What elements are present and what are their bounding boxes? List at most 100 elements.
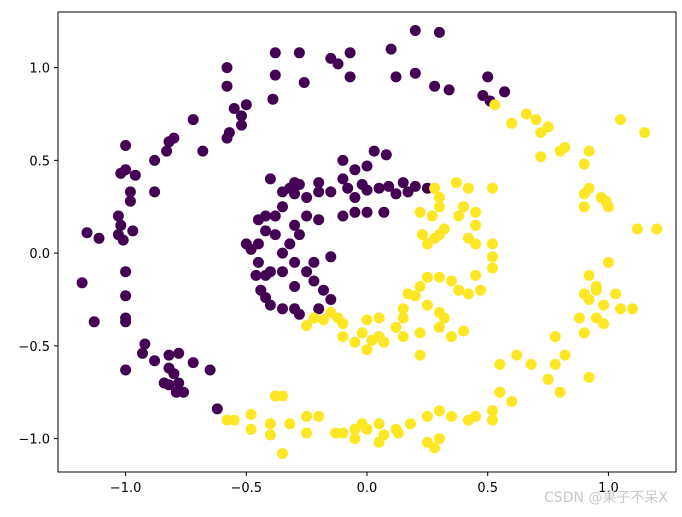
scatter-point-s1-18	[578, 201, 590, 213]
scatter-point-s0-48	[76, 277, 88, 289]
scatter-point-s1-90	[627, 303, 638, 315]
scatter-point-s0-82	[383, 180, 395, 192]
scatter-point-s1-23	[462, 182, 474, 194]
scatter-point-s0-50	[120, 290, 132, 302]
scatter-point-s1-11	[535, 151, 547, 163]
scatter-point-s1-72	[366, 334, 378, 346]
scatter-point-s0-68	[204, 364, 216, 376]
scatter-point-s1-34	[426, 210, 438, 222]
scatter-point-s1-132	[245, 423, 257, 435]
scatter-point-s0-108	[250, 269, 262, 281]
scatter-point-s1-52	[402, 288, 414, 300]
scatter-point-s1-127	[330, 427, 342, 439]
plot-frame	[57, 11, 677, 473]
scatter-point-s0-95	[301, 192, 313, 203]
scatter-point-s0-42	[115, 219, 127, 231]
scatter-point-s1-68	[318, 314, 329, 326]
scatter-point-s1-104	[506, 396, 518, 407]
scatter-point-s0-69	[211, 403, 223, 415]
scatter-point-s1-7	[639, 127, 651, 139]
scatter-point-s0-76	[337, 173, 349, 185]
scatter-point-s1-97	[610, 288, 622, 300]
scatter-point-s1-61	[390, 321, 402, 333]
scatter-point-s0-28	[221, 132, 233, 144]
scatter-point-s1-139	[221, 414, 233, 426]
scatter-point-s0-117	[318, 284, 329, 296]
scatter-point-s0-87	[390, 188, 402, 200]
scatter-point-s0-8	[344, 71, 356, 83]
scatter-point-s1-98	[590, 281, 602, 292]
scatter-point-s1-121	[433, 433, 445, 445]
scatter-point-s0-90	[361, 184, 373, 196]
scatter-point-s1-118	[373, 436, 385, 448]
scatter-point-s1-102	[554, 386, 566, 398]
scatter-point-s0-56	[120, 364, 132, 376]
scatter-point-s0-79	[368, 145, 380, 157]
scatter-point-s0-92	[342, 182, 354, 194]
x-tick-label: 1.0	[598, 481, 619, 496]
y-tick-label: 0.0	[29, 247, 50, 262]
scatter-point-s1-110	[405, 418, 416, 430]
scatter-point-s1-70	[301, 320, 313, 331]
scatter-point-s0-17	[298, 77, 310, 88]
scatter-point-s0-24	[236, 110, 247, 122]
scatter-point-s0-74	[293, 179, 305, 190]
scatter-point-s1-71	[361, 344, 373, 356]
scatter-point-s0-75	[313, 177, 325, 189]
scatter-point-s0-47	[81, 227, 93, 239]
scatter-point-s0-63	[163, 379, 175, 391]
scatter-point-s1-6	[615, 114, 626, 126]
scatter-point-s1-124	[313, 410, 325, 422]
scatter-point-s1-29	[470, 206, 482, 218]
scatter-point-s0-77	[349, 164, 361, 176]
scatter-point-s1-59	[414, 327, 426, 339]
scatter-point-s0-38	[124, 186, 136, 198]
scatter-point-s1-116	[361, 423, 373, 435]
scatter-point-s0-44	[117, 234, 129, 246]
scatter-point-s1-86	[578, 327, 590, 339]
scatter-point-s1-22	[450, 177, 462, 189]
scatter-point-s1-138	[277, 448, 288, 459]
scatter-point-s1-44	[475, 284, 486, 296]
scatter-point-s1-49	[421, 271, 433, 283]
x-tick-label: 0.0	[357, 481, 378, 496]
scatter-point-s1-82	[511, 349, 523, 361]
scatter-point-s0-70	[264, 173, 276, 185]
scatter-point-s0-29	[197, 145, 209, 157]
scatter-point-s0-112	[277, 303, 288, 315]
scatter-point-s0-4	[293, 47, 305, 59]
scatter-point-s0-116	[325, 294, 337, 305]
scatter-point-s1-42	[487, 262, 498, 274]
scatter-point-s1-133	[245, 409, 257, 420]
scatter-point-s0-7	[332, 58, 344, 70]
scatter-point-s1-105	[487, 405, 498, 417]
scatter-point-s1-67	[325, 307, 337, 318]
scatter-point-s0-104	[240, 238, 252, 250]
scatter-point-s0-23	[499, 86, 511, 98]
scatter-point-s1-30	[470, 219, 482, 231]
scatter-point-s0-2	[385, 43, 397, 55]
scatter-point-s0-91	[349, 192, 361, 203]
scatter-point-s1-112	[373, 418, 385, 430]
scatter-point-s0-57	[149, 355, 161, 367]
scatter-point-s1-0	[489, 99, 501, 111]
scatter-point-s1-19	[631, 223, 643, 235]
scatter-point-s1-84	[549, 358, 561, 370]
scatter-point-s1-9	[559, 141, 571, 153]
scatter-point-s1-26	[433, 201, 445, 213]
scatter-point-s0-61	[187, 357, 199, 369]
scatter-point-s1-103	[583, 371, 595, 383]
scatter-point-s1-39	[470, 238, 482, 250]
scatter-point-s0-14	[443, 84, 455, 96]
scatter-point-s1-85	[559, 349, 571, 361]
scatter-point-s1-5	[535, 127, 547, 139]
scatter-point-s1-58	[433, 321, 445, 333]
scatter-point-s0-121	[277, 247, 288, 259]
scatter-point-s0-3	[269, 47, 281, 59]
scatter-point-s0-98	[269, 210, 281, 222]
scatter-point-s0-32	[161, 145, 173, 157]
scatter-point-s0-26	[236, 119, 247, 131]
x-tick-label: −1.0	[110, 481, 142, 496]
scatter-point-s1-46	[453, 284, 465, 296]
scatter-point-s0-127	[337, 210, 349, 222]
